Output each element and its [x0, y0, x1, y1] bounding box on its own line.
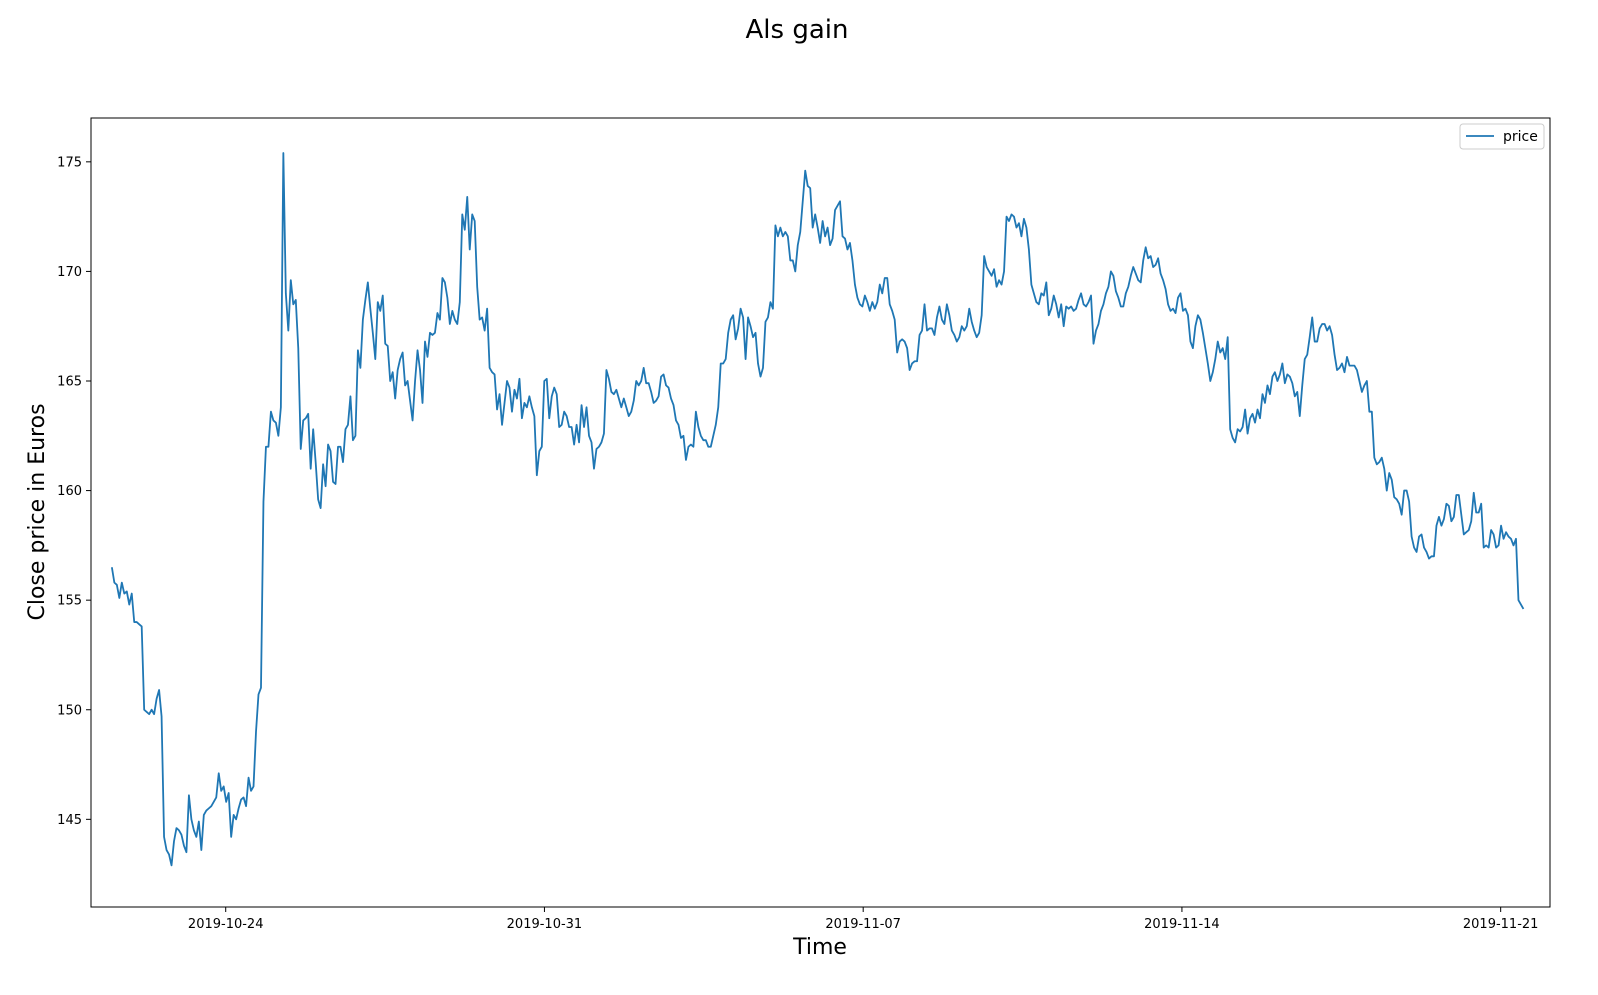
- y-tick-label: 155: [57, 594, 82, 609]
- legend-label-price: price: [1503, 129, 1538, 145]
- legend: price: [1459, 123, 1545, 150]
- x-tick-label: 2019-10-24: [188, 917, 264, 932]
- x-tick-label: 2019-11-14: [1144, 917, 1220, 932]
- x-axis-label: Time: [792, 935, 847, 960]
- y-tick-label: 175: [57, 155, 82, 170]
- legend-box: [1459, 123, 1545, 150]
- x-tick-label: 2019-11-07: [825, 917, 901, 932]
- y-axis: 145 150 155 160 165 170 175: [57, 155, 91, 828]
- chart-title: Als gain: [746, 15, 849, 45]
- price-series-line: [110, 152, 1525, 867]
- y-tick-label: 165: [57, 375, 82, 390]
- plot-area: [90, 117, 1551, 908]
- y-tick-label: 145: [57, 813, 82, 828]
- x-axis: 2019-10-24 2019-10-31 2019-11-07 2019-11-14…: [188, 907, 1539, 932]
- y-tick-label: 150: [57, 703, 82, 718]
- y-tick-label: 170: [57, 265, 82, 280]
- x-tick-label: 2019-10-31: [507, 917, 583, 932]
- y-tick-label: 160: [57, 484, 82, 499]
- x-tick-label: 2019-11-21: [1463, 917, 1539, 932]
- y-axis-label: Close price in Euros: [25, 403, 50, 620]
